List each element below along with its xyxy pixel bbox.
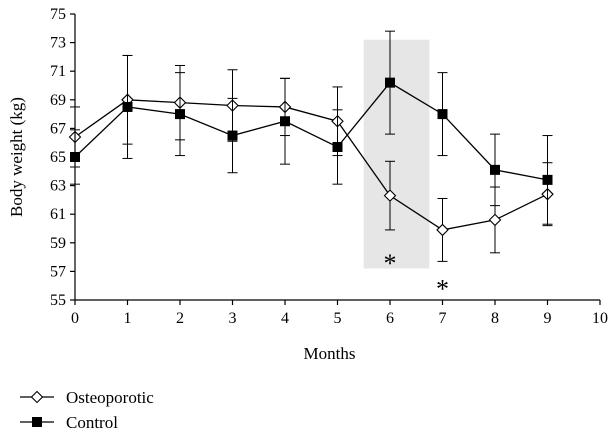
legend-label: Osteoporotic [66, 388, 154, 407]
x-tick-label: 6 [386, 310, 394, 327]
y-tick-label: 61 [50, 206, 66, 223]
data-point [32, 417, 42, 427]
data-point [32, 392, 43, 403]
series-osteoporotic [70, 55, 554, 261]
y-tick-label: 55 [50, 292, 66, 309]
x-tick-label: 3 [229, 310, 237, 327]
x-tick-label: 2 [176, 310, 184, 327]
y-tick-label: 65 [50, 149, 66, 166]
data-point [438, 109, 448, 119]
data-point [490, 165, 500, 175]
y-tick-label: 71 [50, 63, 66, 80]
data-point [490, 214, 501, 225]
x-tick-label: 1 [124, 310, 132, 327]
series-line [75, 83, 548, 180]
legend: Osteoporotic Control [20, 388, 154, 432]
x-tick-label: 5 [334, 310, 342, 327]
data-point [123, 102, 133, 112]
x-tick-label: 9 [544, 310, 552, 327]
data-point [385, 78, 395, 88]
y-tick-label: 63 [50, 178, 66, 195]
y-tick-label: 67 [50, 120, 66, 137]
y-tick-label: 57 [50, 263, 66, 280]
significance-asterisk: * [384, 249, 397, 278]
data-point [543, 175, 553, 185]
data-point [228, 131, 238, 141]
x-tick-label: 7 [439, 310, 447, 327]
x-tick-label: 0 [71, 310, 79, 327]
data-point [280, 116, 290, 126]
plot-marks: ** [70, 31, 554, 304]
x-axis-label: Months [304, 344, 356, 363]
highlight-region [364, 40, 430, 269]
legend-label: Control [66, 413, 118, 432]
data-point [175, 109, 185, 119]
series-line [75, 100, 548, 230]
y-tick-label: 69 [50, 92, 66, 109]
data-point [333, 142, 343, 152]
y-tick-label: 59 [50, 235, 66, 252]
y-tick-label: 75 [50, 6, 66, 23]
series-control [70, 31, 553, 224]
y-axis-label: Body weight (kg) [7, 97, 26, 217]
x-tick-label: 8 [491, 310, 499, 327]
y-tick-label: 73 [50, 35, 66, 52]
x-tick-label: 4 [281, 310, 289, 327]
x-tick-label: 10 [592, 310, 608, 327]
data-point [437, 224, 448, 235]
significance-asterisk: * [436, 275, 449, 304]
